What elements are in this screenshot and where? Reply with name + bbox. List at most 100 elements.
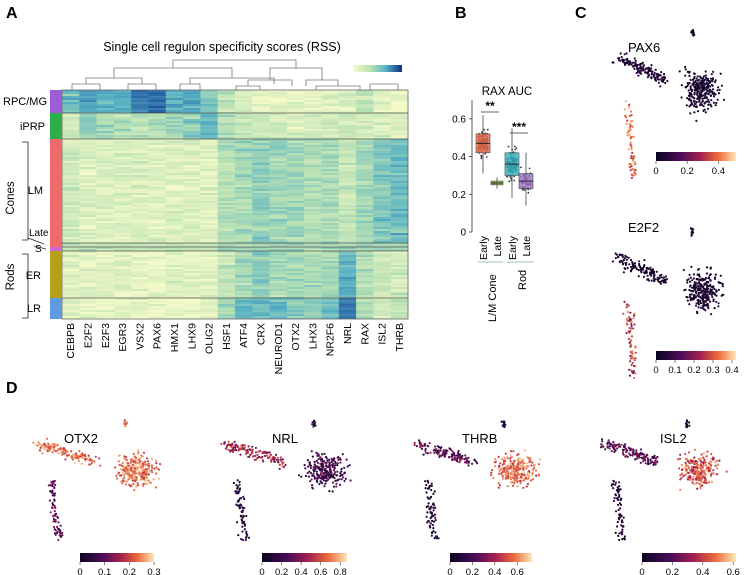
- heatmap-cell: [356, 235, 374, 238]
- heatmap-cell: [183, 229, 201, 232]
- heatmap-cell: [235, 177, 253, 180]
- heatmap-cell: [390, 161, 408, 164]
- heatmap-cell: [62, 104, 80, 107]
- umap-point: [56, 443, 60, 446]
- umap-point: [628, 114, 632, 117]
- umap-point: [699, 291, 702, 294]
- heatmap-cell: [200, 189, 219, 192]
- heatmap-cell: [252, 271, 270, 274]
- heatmap-cell: [356, 316, 374, 319]
- heatmap-cell: [338, 127, 357, 130]
- heatmap-cell: [200, 108, 219, 111]
- umap-point: [73, 456, 76, 459]
- heatmap-cell: [131, 245, 149, 248]
- umap-point: [625, 258, 629, 261]
- gene-label: ISL2: [377, 323, 389, 345]
- heatmap-cell: [62, 302, 80, 305]
- heatmap-cell: [252, 191, 270, 194]
- heatmap-cell: [235, 229, 253, 232]
- heatmap-cell: [356, 257, 374, 260]
- heatmap-cell: [338, 203, 357, 206]
- heatmap-cell: [373, 113, 392, 116]
- heatmap-cell: [131, 316, 149, 319]
- umap-point: [61, 531, 64, 534]
- boxplot-group-cone: L/M Cone: [487, 274, 499, 322]
- heatmap-cell: [252, 123, 270, 126]
- heatmap-cell: [165, 293, 184, 296]
- heatmap-cell: [131, 106, 149, 109]
- heatmap-cell: [373, 251, 392, 254]
- umap-point: [234, 446, 237, 449]
- heatmap-cell: [321, 209, 340, 212]
- heatmap-cell: [338, 267, 357, 270]
- heatmap-cell: [373, 243, 392, 246]
- umap-point: [715, 101, 718, 105]
- heatmap-cell: [200, 181, 219, 184]
- heatmap-cell: [148, 181, 167, 184]
- heatmap-cell: [321, 145, 340, 148]
- heatmap-cell: [200, 113, 219, 116]
- heatmap-cell: [252, 129, 270, 132]
- heatmap-cell: [321, 139, 340, 142]
- heatmap-cell: [183, 231, 201, 234]
- heatmap-cell: [183, 161, 201, 164]
- row-color-bars: [50, 90, 62, 319]
- heatmap-cell: [338, 239, 357, 242]
- heatmap-cell: [338, 261, 357, 264]
- umap-point: [691, 286, 694, 289]
- umap-point: [632, 317, 635, 320]
- heatmap-cell: [131, 231, 149, 234]
- umap-point: [247, 536, 251, 539]
- heatmap-cell: [252, 287, 270, 290]
- umap-point: [686, 70, 689, 73]
- umap-point: [248, 455, 251, 458]
- heatmap-cell: [390, 227, 408, 230]
- umap-point: [276, 458, 279, 461]
- heatmap-cell: [200, 137, 219, 140]
- heatmap-cell: [79, 179, 97, 182]
- heatmap-cell: [200, 281, 219, 284]
- heatmap-cell: [79, 173, 97, 176]
- heatmap-cell: [390, 289, 408, 292]
- umap-point: [338, 457, 341, 460]
- heatmap-cell: [200, 183, 219, 186]
- heatmap-cell: [235, 157, 253, 160]
- heatmap-cell: [321, 147, 340, 150]
- umap-point: [236, 521, 239, 524]
- umap-point: [56, 525, 59, 529]
- heatmap-cell: [165, 237, 184, 240]
- heatmap-cell: [338, 251, 357, 254]
- umap-point: [634, 372, 637, 375]
- umap-point: [330, 461, 333, 464]
- heatmap-cell: [96, 219, 115, 222]
- heatmap-cell: [96, 199, 115, 202]
- heatmap-cell: [183, 113, 201, 116]
- heatmap-cell: [96, 281, 115, 284]
- heatmap-cell: [252, 179, 270, 182]
- heatmap-cell: [96, 295, 115, 298]
- heatmap-cell: [113, 221, 132, 224]
- heatmap-cell: [96, 155, 115, 158]
- heatmap-cell: [304, 247, 322, 250]
- umap-point: [127, 478, 130, 481]
- heatmap-cell: [321, 149, 340, 152]
- heatmap-cell: [373, 165, 392, 168]
- heatmap-cell: [235, 265, 253, 268]
- heatmap-cell: [96, 96, 115, 99]
- heatmap-cell: [165, 245, 184, 248]
- heatmap-cell: [79, 277, 97, 280]
- heatmap-cell: [200, 293, 219, 296]
- umap-point: [504, 471, 507, 474]
- heatmap-cell: [286, 318, 305, 319]
- heatmap-cell: [183, 104, 201, 107]
- heatmap-cell: [304, 229, 322, 232]
- heatmap-cell: [183, 251, 201, 254]
- heatmap-cell: [356, 209, 374, 212]
- umap-point: [704, 276, 708, 280]
- heatmap-cell: [96, 189, 115, 192]
- heatmap-cell: [131, 94, 149, 97]
- heatmap-cell: [217, 221, 236, 224]
- umap-point: [237, 449, 240, 452]
- umap-point: [126, 464, 129, 467]
- heatmap-cell: [200, 145, 219, 148]
